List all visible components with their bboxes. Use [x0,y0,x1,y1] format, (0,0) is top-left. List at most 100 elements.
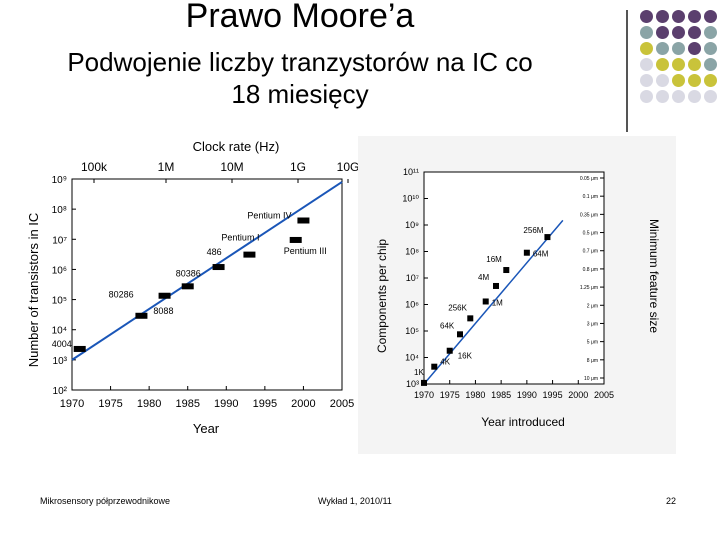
right-y2-tick-label: 0.05 μm [580,176,598,182]
right-y-tick-label: 10⁸ [405,247,419,257]
right-chart-marks: 1K 4K 16K 64K 256K 1M 4M 16M 64M 256M [414,219,564,386]
right-y-tick-label: 10⁴ [405,353,419,363]
right-x-tick-label: 1975 [440,390,460,400]
left-top-tick-label: 100k [81,160,108,174]
decorative-dot [704,58,717,71]
decorative-dot [640,26,653,39]
left-y-tick-label: 10⁶ [52,265,67,276]
footer-left: Mikrosensory półprzewodnikowe [40,496,171,506]
left-point-label: 486 [207,247,222,257]
left-point-label: 80386 [176,268,201,278]
decorative-dot [640,90,653,103]
right-x-tick-label: 2000 [568,390,588,400]
left-point-label: 80286 [109,290,134,300]
subtitle-line-2: 18 miesięcy [231,79,369,109]
decorative-dot [672,42,685,55]
left-y-tick-label: 10³ [53,356,68,367]
left-data-point [243,251,256,258]
decorative-dot [688,90,701,103]
right-data-point [523,249,530,256]
decorative-dot [688,74,701,87]
right-y2-tick-label: 8 μm [587,358,598,364]
subtitle-line-1: Podwojenie liczby tranzystorów na IC co [67,47,533,77]
left-chart-axes: 1970 1975 1980 1985 1990 1995 2000 2005 10² 10³ 10… [52,160,360,410]
right-point-label: 64M [533,250,549,259]
left-trend-line [71,181,343,361]
decorative-dot [656,42,669,55]
right-y2-tick-label: 2 μm [587,303,598,309]
left-plot-frame [71,178,343,391]
left-data-point [297,217,310,224]
left-point-label: 4004 [52,339,72,349]
left-top-tick-label: 1G [290,160,306,174]
moore-law-chart-right: 1970 1975 1980 1985 1990 1995 2000 2005 10³ 10⁴ 10… [358,136,676,454]
right-chart-xlabel: Year introduced [481,415,565,429]
left-point-label: Pentium I [221,233,259,243]
left-y-tick-label: 10⁹ [52,175,67,186]
left-data-point [289,236,302,243]
left-x-tick-label: 1985 [175,398,199,410]
page-number: 22 [666,496,677,506]
left-y-tick-label: 10⁴ [52,326,67,337]
right-point-label: 16K [458,352,473,361]
left-chart-xlabel: Year [193,421,220,436]
left-x-tick-label: 1990 [214,398,238,410]
right-data-point [467,315,474,322]
decorative-dot [656,74,669,87]
decorative-dot [640,42,653,55]
left-y-tick-label: 10² [53,386,68,397]
right-x-tick-label: 1980 [465,390,485,400]
decorative-dot [672,90,685,103]
right-point-label: 256K [448,303,467,312]
left-point-label: Pentium III [284,246,327,256]
footer-center: Wykład 1, 2010/11 [318,496,392,506]
right-point-label: 1K [414,368,424,377]
decorative-dot [656,26,669,39]
decorative-dot [688,58,701,71]
decorative-dot [640,74,653,87]
decorative-dot [656,58,669,71]
right-point-label: 4M [478,273,489,282]
left-data-point [135,312,148,319]
decorative-dot [704,90,717,103]
right-x-tick-label: 1995 [543,390,563,400]
right-y2-tick-label: 0.35 μm [580,212,598,218]
left-x-tick-label: 2005 [330,398,354,410]
left-y-tick-label: 10⁵ [52,296,67,307]
right-y2-tick-label: 0.8 μm [583,267,598,273]
left-top-tick-label: 1M [158,160,175,174]
right-y2-tick-label: 5 μm [587,340,598,346]
right-data-point [503,267,510,274]
decorative-dot [688,10,701,23]
right-y-tick-label: 10⁵ [405,326,419,336]
left-point-label: 8088 [153,306,173,316]
decorative-dot [640,10,653,23]
right-point-label: 4K [440,358,450,367]
right-x-tick-label: 2005 [594,390,614,400]
decorative-dot [704,42,717,55]
right-y-tick-label: 10⁷ [406,273,419,283]
decorative-dot [672,58,685,71]
right-point-label: 1M [492,298,503,307]
right-y-tick-label: 10¹⁰ [402,194,419,204]
left-x-tick-label: 1970 [60,398,84,410]
right-y2-tick-label: 0.5 μm [583,231,598,237]
left-chart-marks: 4004 8088 80286 80386 486 Pentium I Pentium II… [52,181,343,361]
left-x-tick-label: 1995 [253,398,277,410]
slide-title: Prawo Moore’a [185,0,415,35]
right-data-point [493,282,499,289]
decorative-dot [704,26,717,39]
left-x-tick-label: 1980 [137,398,161,410]
right-data-point [421,379,427,386]
decorative-dot [656,90,669,103]
right-y-tick-label: 10⁹ [405,220,419,230]
slide-subtitle: Podwojenie liczby tranzystorów na IC co … [0,46,600,110]
decorative-dot-grid [640,10,720,120]
right-x-tick-label: 1970 [414,390,434,400]
right-data-point [446,347,453,354]
moore-law-chart-left: 1970 1975 1980 1985 1990 1995 2000 2005 10² 10³ 10… [26,139,360,436]
left-data-point [181,283,194,290]
decorative-dot [656,10,669,23]
left-x-tick-label: 2000 [291,398,315,410]
decorative-dot [688,42,701,55]
